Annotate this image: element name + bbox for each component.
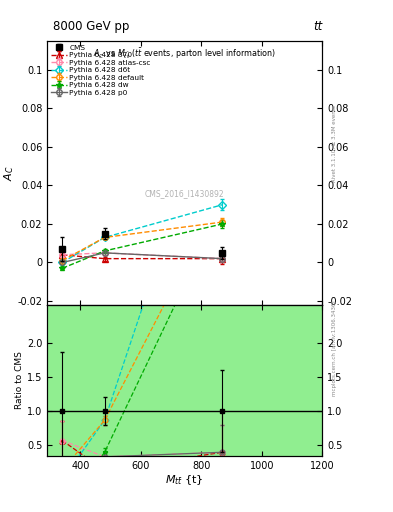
Y-axis label: Ratio to CMS: Ratio to CMS	[15, 351, 24, 409]
Text: Rivet 3.1.10, ≥ 3.3M events: Rivet 3.1.10, ≥ 3.3M events	[332, 105, 337, 182]
Text: CMS_2016_I1430892: CMS_2016_I1430892	[145, 189, 224, 199]
Text: 8000 GeV pp: 8000 GeV pp	[53, 20, 129, 33]
Text: tt: tt	[313, 20, 322, 33]
Y-axis label: $A_C$: $A_C$	[2, 165, 16, 181]
X-axis label: $M_{t\bar{t}}$ {t}: $M_{t\bar{t}}$ {t}	[165, 473, 204, 487]
Legend: CMS, Pythia 6.428 370, Pythia 6.428 atlas-csc, Pythia 6.428 d6t, Pythia 6.428 de: CMS, Pythia 6.428 370, Pythia 6.428 atla…	[50, 43, 152, 97]
Text: mcplots.cern.ch [arXiv:1306.3436]: mcplots.cern.ch [arXiv:1306.3436]	[332, 301, 337, 396]
Text: $A_C$ vs $M_{t\bar{t}}$ ($t\bar{t}$ events, parton level information): $A_C$ vs $M_{t\bar{t}}$ ($t\bar{t}$ even…	[93, 46, 276, 61]
